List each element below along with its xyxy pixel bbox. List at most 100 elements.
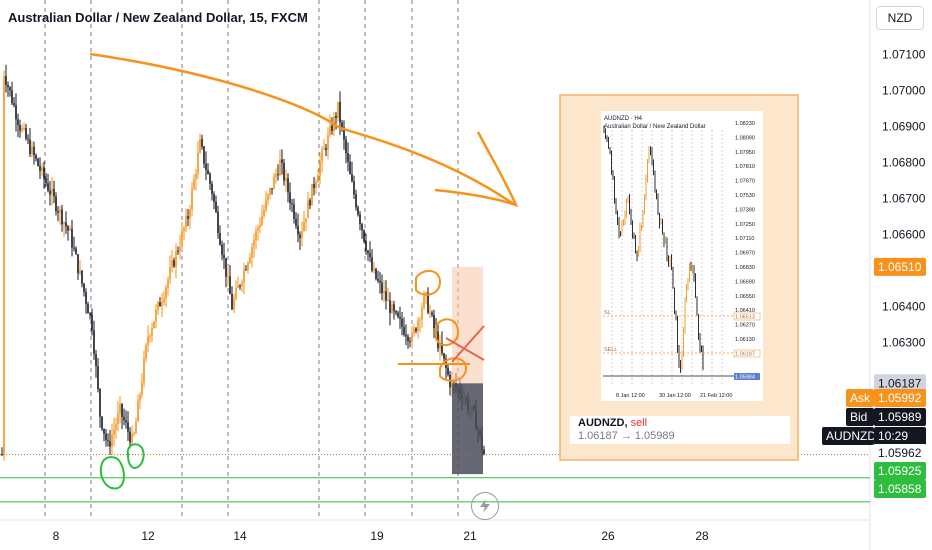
candle-body xyxy=(387,300,389,302)
candle-body xyxy=(393,304,395,312)
candle-body xyxy=(237,285,239,288)
candle-body xyxy=(125,420,127,423)
candle-body xyxy=(139,394,141,401)
candle-body xyxy=(181,231,183,247)
candle-body xyxy=(285,178,287,181)
candle-body xyxy=(217,211,219,234)
lightning-icon[interactable] xyxy=(471,492,499,520)
orange-circle xyxy=(439,357,468,382)
candle-body xyxy=(61,209,63,225)
candle-body xyxy=(177,250,179,252)
ask-tag: Ask xyxy=(850,391,871,405)
candle-body xyxy=(205,163,207,170)
inset-y-tick: 1.06410 xyxy=(735,308,755,314)
bolt-glyph xyxy=(480,499,490,513)
green-circle xyxy=(126,443,145,470)
level-2-price-label: 1.05962 xyxy=(878,446,922,460)
y-tick-label: 1.06300 xyxy=(882,336,926,350)
candle-body xyxy=(355,194,357,208)
candle-body xyxy=(245,269,247,271)
candle-body xyxy=(427,292,429,313)
inset-subtitle: Australian Dollar / New Zealand Dollar xyxy=(604,124,706,130)
candle-body xyxy=(147,336,149,346)
candle-body xyxy=(91,314,93,331)
candle-body xyxy=(301,230,303,239)
candle-body xyxy=(145,345,147,359)
candle-body xyxy=(173,260,175,267)
candle-body xyxy=(293,204,295,219)
candle-body xyxy=(55,196,57,212)
inset-y-tick: 1.07670 xyxy=(735,179,755,185)
candle-body xyxy=(99,389,101,417)
trade-note: AUDNZD, sell 1.06187 → 1.05989 xyxy=(570,416,790,444)
candle-body xyxy=(137,400,139,422)
candle-body xyxy=(273,176,275,190)
candle-body xyxy=(115,424,117,430)
candle-body xyxy=(191,188,193,210)
x-tick-label: 14 xyxy=(233,529,247,543)
candle-body xyxy=(257,227,259,231)
bid-tag-bg xyxy=(846,408,874,426)
candle-body xyxy=(319,161,321,176)
candle-body xyxy=(443,353,445,359)
candle-body xyxy=(45,178,47,184)
candle-body xyxy=(311,184,313,206)
candle-body xyxy=(339,101,341,123)
candle-body xyxy=(95,354,97,367)
candle-body xyxy=(155,309,157,322)
candle-body xyxy=(265,199,267,210)
x-tick-label: 8 xyxy=(53,529,60,543)
candle-body xyxy=(243,269,245,283)
candle-body xyxy=(259,224,261,228)
candle-body xyxy=(369,253,371,258)
candle-body xyxy=(9,87,11,91)
candle-body xyxy=(349,161,351,175)
candle-body xyxy=(407,336,409,342)
candle-body xyxy=(21,128,23,131)
candle-body xyxy=(413,328,415,334)
level-3-price-label-bg xyxy=(874,462,926,480)
red-cross-stroke xyxy=(445,337,485,361)
ask-tag-bg xyxy=(846,389,874,407)
level-price-label-bg xyxy=(874,374,926,393)
candle-body xyxy=(415,328,417,332)
candle-body xyxy=(31,146,33,155)
symbol-tag-bg xyxy=(822,427,874,445)
candle-body xyxy=(213,193,215,202)
candle-body xyxy=(281,159,283,163)
candle-body xyxy=(411,333,413,342)
x-tick-label: 21 xyxy=(463,529,477,543)
currency-button[interactable]: NZD xyxy=(876,6,924,30)
symbol-tag: AUDNZD xyxy=(826,429,876,443)
candle-body xyxy=(63,222,65,225)
candle-body xyxy=(133,433,135,435)
candle-body xyxy=(151,327,153,336)
candle-body xyxy=(361,224,363,231)
candle-body xyxy=(25,127,27,139)
candle-body xyxy=(377,278,379,281)
red-cross-stroke xyxy=(451,325,485,363)
inset-y-tick: 1.07110 xyxy=(735,236,754,242)
candle-body xyxy=(215,201,217,212)
y-tick-label: 1.07100 xyxy=(882,47,926,61)
ask-price-label: 1.05992 xyxy=(878,391,922,405)
candle-body xyxy=(275,174,277,177)
trade-note-prices: 1.06187 → 1.05989 xyxy=(578,430,675,442)
candle-body xyxy=(233,298,235,310)
target-zone xyxy=(452,383,483,475)
candle-body xyxy=(303,221,305,231)
candle-body xyxy=(255,230,257,241)
inset-sl-price: 1.06513 xyxy=(735,315,755,321)
candle-body xyxy=(153,321,155,328)
candle-body xyxy=(71,228,73,248)
candle-body xyxy=(247,262,249,270)
candle-body xyxy=(373,268,375,271)
inset-y-tick: 1.06550 xyxy=(735,294,755,300)
candle-body xyxy=(121,403,123,417)
countdown-label: 10:29 xyxy=(878,429,908,443)
candle-body xyxy=(51,188,53,195)
candle-body xyxy=(101,416,103,429)
candle-body xyxy=(401,318,403,327)
